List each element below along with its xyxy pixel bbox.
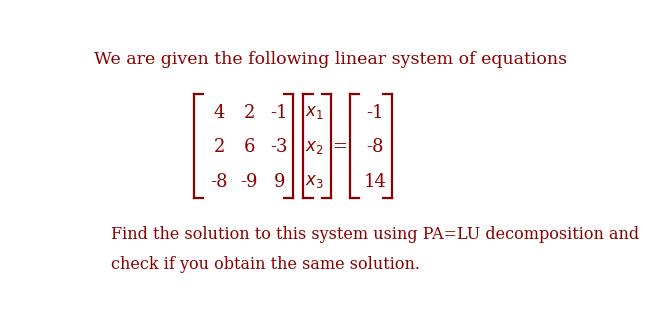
Text: 6: 6 — [244, 138, 255, 156]
Text: 9: 9 — [273, 173, 285, 191]
Text: $x_3$: $x_3$ — [305, 173, 324, 190]
Text: -1: -1 — [366, 104, 384, 122]
Text: -8: -8 — [211, 173, 228, 191]
Text: -9: -9 — [240, 173, 258, 191]
Text: 2: 2 — [213, 138, 225, 156]
Text: Find the solution to this system using PA=LU decomposition and: Find the solution to this system using P… — [111, 226, 640, 243]
Text: =: = — [332, 138, 347, 156]
Text: check if you obtain the same solution.: check if you obtain the same solution. — [111, 256, 420, 273]
Text: We are given the following linear system of equations: We are given the following linear system… — [93, 51, 567, 68]
Text: 4: 4 — [213, 104, 225, 122]
Text: -1: -1 — [271, 104, 288, 122]
Text: 2: 2 — [244, 104, 255, 122]
Text: $x_1$: $x_1$ — [305, 104, 324, 121]
Text: 14: 14 — [364, 173, 386, 191]
Text: -3: -3 — [271, 138, 288, 156]
Text: -8: -8 — [366, 138, 384, 156]
Text: $x_2$: $x_2$ — [305, 139, 324, 156]
